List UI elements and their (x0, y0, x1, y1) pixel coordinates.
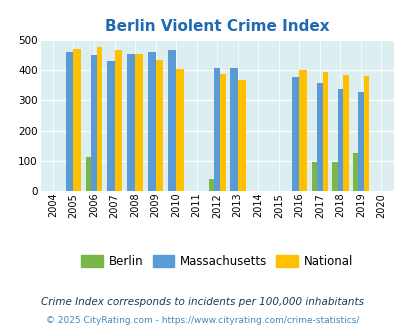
Bar (85, 157, 91, 191)
Bar (127, 54, 135, 191)
Bar (155, 60, 163, 191)
Bar (220, 74, 225, 191)
Bar (316, 83, 322, 191)
Bar (114, 50, 122, 191)
Bar (322, 72, 327, 191)
Bar (357, 92, 363, 191)
Bar (237, 80, 245, 191)
Text: © 2025 CityRating.com - https://www.cityrating.com/crime-statistics/: © 2025 CityRating.com - https://www.city… (46, 316, 359, 325)
Bar (229, 68, 237, 191)
Bar (147, 52, 155, 191)
Bar (331, 162, 337, 191)
Bar (291, 77, 298, 191)
Bar (96, 48, 102, 191)
Bar (352, 153, 357, 191)
Bar (107, 60, 114, 191)
Bar (342, 76, 348, 191)
Bar (73, 49, 81, 191)
Bar (311, 162, 316, 191)
Bar (337, 89, 342, 191)
Text: Crime Index corresponds to incidents per 100,000 inhabitants: Crime Index corresponds to incidents per… (41, 297, 364, 307)
Legend: Berlin, Massachusetts, National: Berlin, Massachusetts, National (77, 250, 357, 273)
Bar (363, 76, 369, 191)
Bar (209, 179, 214, 191)
Bar (91, 55, 96, 191)
Bar (135, 53, 143, 191)
Title: Berlin Violent Crime Index: Berlin Violent Crime Index (104, 19, 329, 34)
Bar (214, 68, 220, 191)
Bar (298, 70, 307, 191)
Bar (66, 52, 73, 191)
Bar (176, 69, 183, 191)
Bar (168, 50, 176, 191)
